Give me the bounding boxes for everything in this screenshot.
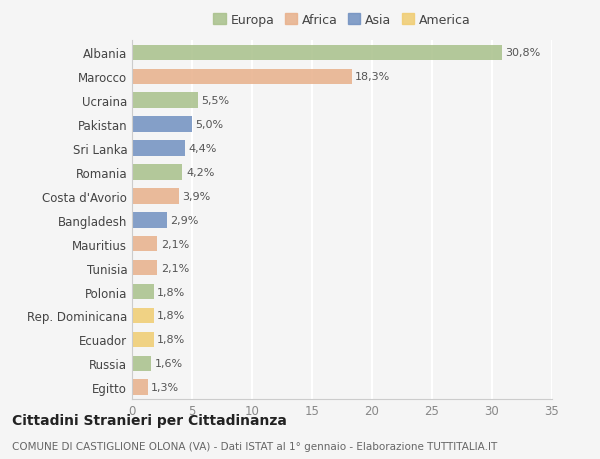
Legend: Europa, Africa, Asia, America: Europa, Africa, Asia, America (208, 9, 476, 32)
Text: COMUNE DI CASTIGLIONE OLONA (VA) - Dati ISTAT al 1° gennaio - Elaborazione TUTTI: COMUNE DI CASTIGLIONE OLONA (VA) - Dati … (12, 441, 497, 451)
Bar (132, 308, 154, 324)
Bar (132, 189, 179, 204)
Bar (132, 380, 148, 395)
Bar (132, 69, 352, 85)
Text: 1,6%: 1,6% (155, 358, 183, 369)
Bar (132, 236, 157, 252)
Text: 1,8%: 1,8% (157, 311, 185, 321)
Text: 3,9%: 3,9% (182, 191, 211, 202)
Bar (132, 260, 157, 276)
Text: 18,3%: 18,3% (355, 72, 391, 82)
Text: 4,4%: 4,4% (188, 144, 217, 154)
Text: Cittadini Stranieri per Cittadinanza: Cittadini Stranieri per Cittadinanza (12, 413, 287, 427)
Bar (132, 93, 198, 109)
Text: 30,8%: 30,8% (505, 48, 541, 58)
Text: 5,0%: 5,0% (196, 120, 224, 130)
Text: 2,9%: 2,9% (170, 215, 199, 225)
Text: 1,3%: 1,3% (151, 382, 179, 392)
Text: 2,1%: 2,1% (161, 239, 189, 249)
Text: 1,8%: 1,8% (157, 287, 185, 297)
Text: 5,5%: 5,5% (202, 96, 230, 106)
Bar (132, 356, 151, 371)
Bar (132, 332, 154, 347)
Text: 4,2%: 4,2% (186, 168, 214, 178)
Bar (132, 45, 502, 61)
Bar (132, 165, 182, 180)
Bar (132, 284, 154, 300)
Text: 1,8%: 1,8% (157, 335, 185, 345)
Bar (132, 213, 167, 228)
Text: 2,1%: 2,1% (161, 263, 189, 273)
Bar (132, 117, 192, 133)
Bar (132, 141, 185, 157)
